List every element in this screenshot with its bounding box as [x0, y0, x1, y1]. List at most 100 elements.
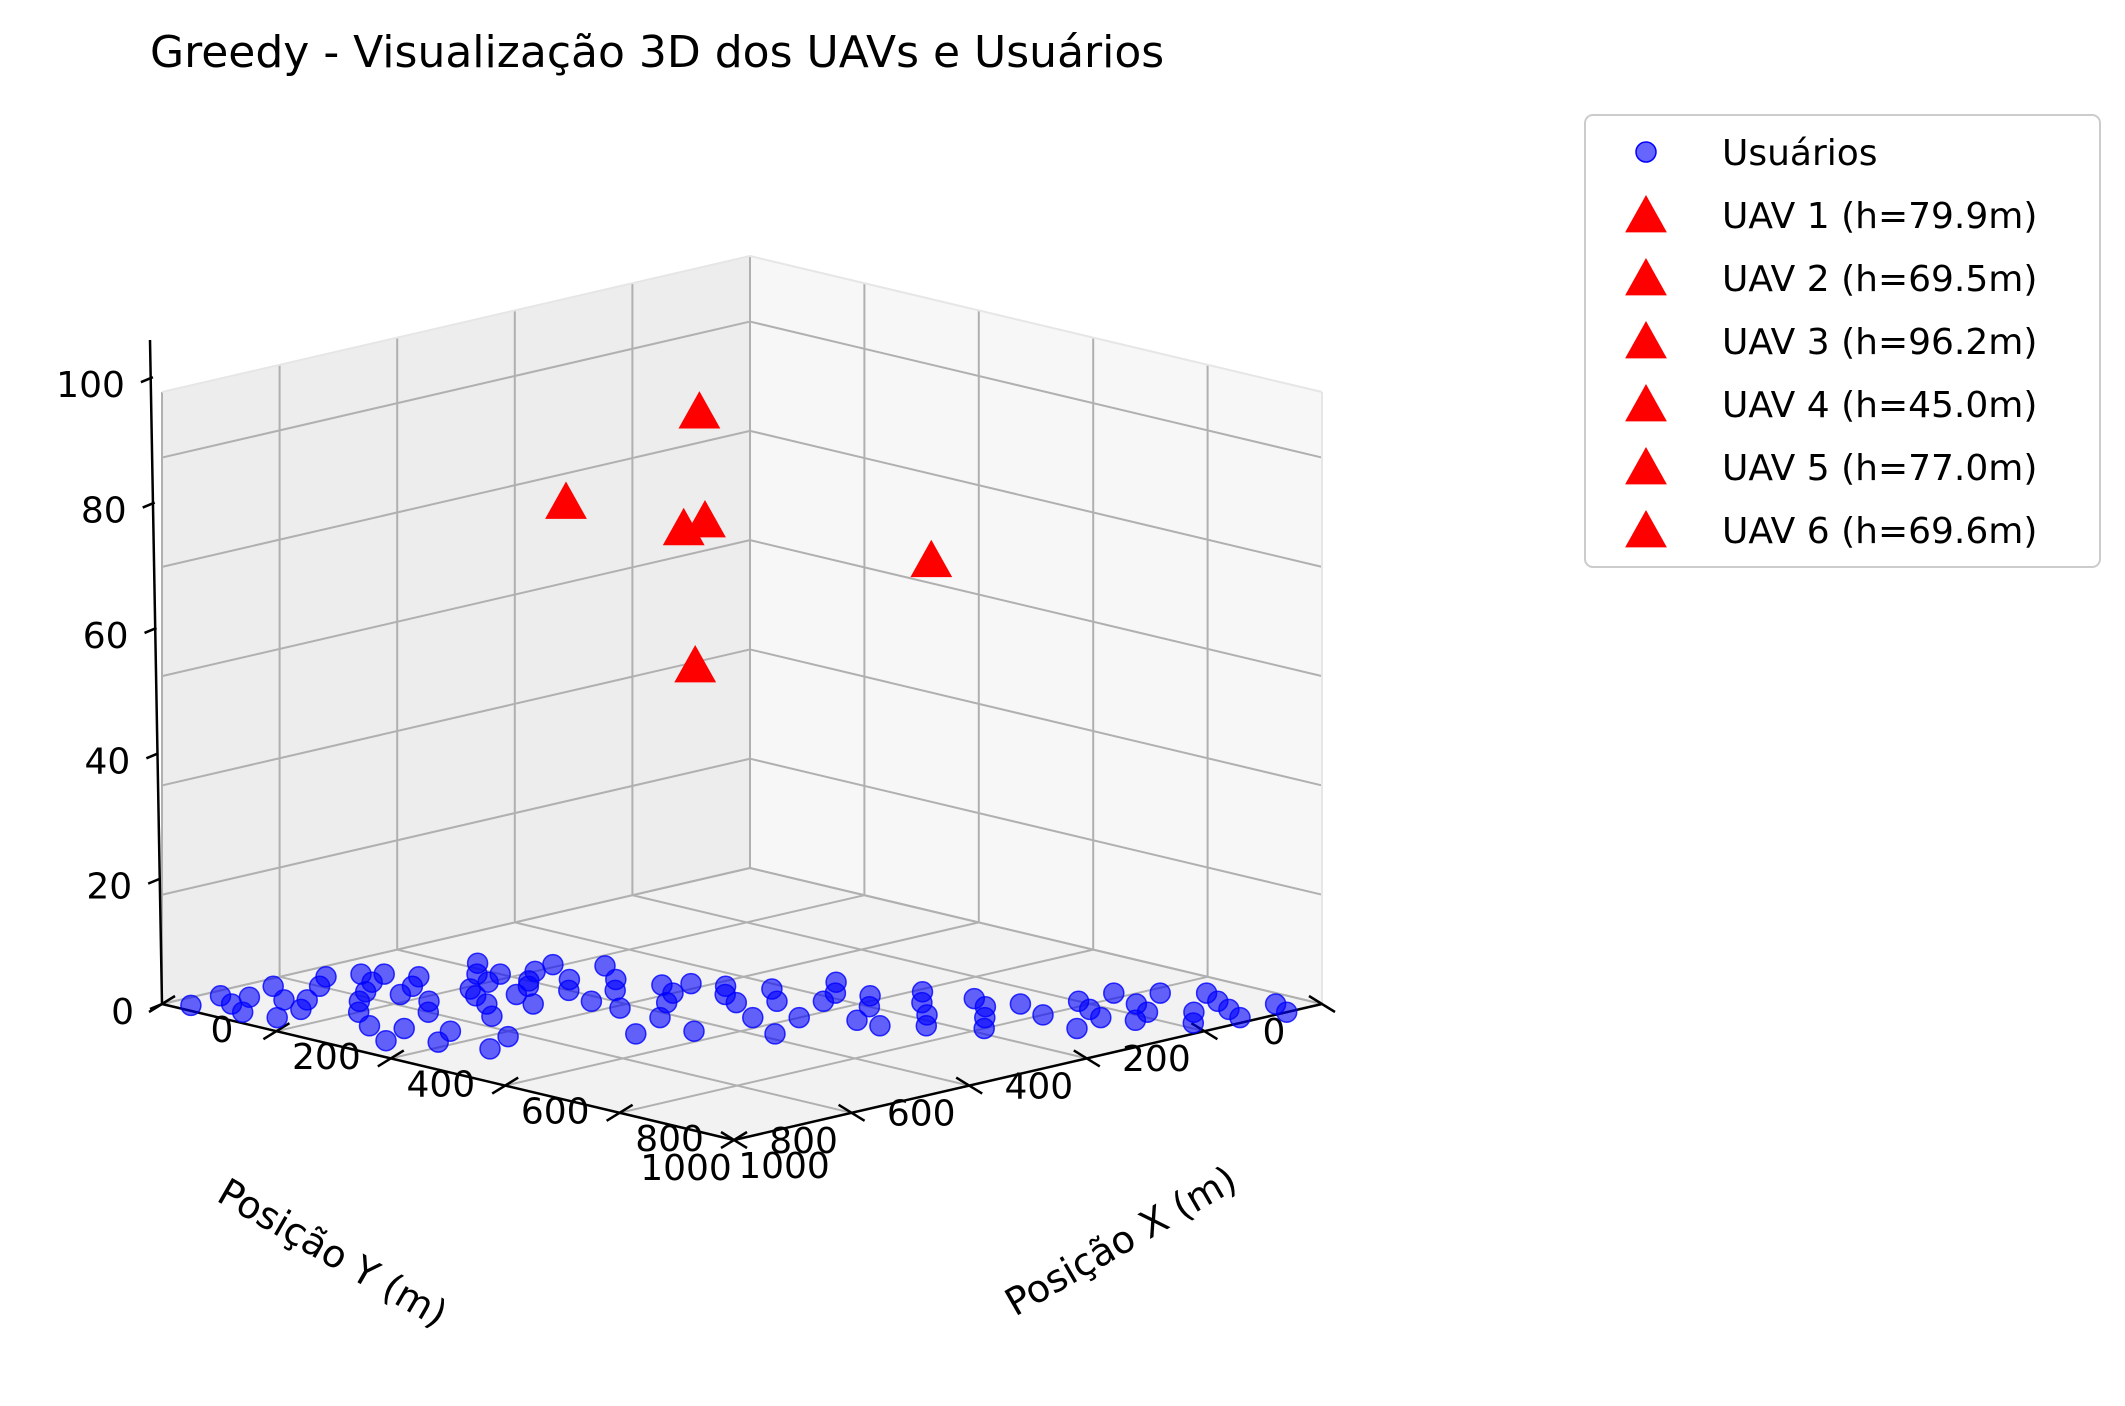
z-tick-mark [149, 1002, 163, 1011]
user-point [290, 998, 312, 1021]
grid-line-y-floor [632, 894, 1205, 1033]
user-point [1195, 982, 1218, 1004]
user-point [497, 1025, 519, 1048]
y-tick-mark [837, 1103, 866, 1122]
grid-line-z-xwall [749, 867, 1323, 1005]
chart-title: Greedy - Visualização 3D dos UAVs e Usuá… [150, 27, 1164, 78]
x-tick-label: 600 [521, 1092, 590, 1133]
back-pane-x [750, 256, 1322, 1004]
z-tick-label: 100 [56, 365, 125, 406]
user-point [389, 983, 412, 1006]
user-point [683, 1020, 705, 1042]
user-point [649, 1006, 671, 1029]
user-point [375, 1029, 397, 1052]
grid-line-z-ywall [161, 757, 751, 896]
legend-entry-label: UAV 5 (h=77.0m) [1722, 448, 2037, 489]
user-point [479, 1038, 501, 1060]
y-tick-mark [955, 1076, 983, 1095]
z-tick-label: 20 [86, 867, 132, 908]
y-tick-mark [720, 1130, 748, 1150]
y-tick-label: 0 [1263, 1012, 1286, 1053]
z-tick-mark [147, 877, 161, 885]
user-point [522, 993, 544, 1015]
user-point [1275, 1001, 1298, 1023]
user-point [524, 960, 546, 983]
uav-marker [545, 481, 587, 519]
user-point [766, 990, 788, 1013]
uav-marker [662, 507, 705, 546]
legend-marker-uav [1625, 195, 1667, 233]
legend-entry-label: UAV 2 (h=69.5m) [1722, 259, 2037, 300]
user-point [1090, 1006, 1112, 1029]
x-tick-label: 1000 [738, 1146, 830, 1187]
user-point [1066, 1017, 1088, 1040]
y-tick-mark [1073, 1049, 1101, 1068]
user-point [846, 1009, 868, 1032]
user-point [358, 1015, 381, 1037]
user-point [417, 1001, 440, 1023]
back-pane-y [162, 256, 750, 1004]
z-tick-mark [145, 752, 159, 760]
z-tick-mark [144, 626, 158, 635]
legend-marker-uav [1625, 447, 1667, 485]
x-tick-label: 800 [635, 1119, 704, 1160]
grid-line-y-floor [279, 975, 852, 1114]
user-point [481, 1005, 503, 1027]
legend-entry-label: UAV 6 (h=69.6m) [1722, 511, 2037, 552]
user-point [609, 997, 631, 1019]
user-point [594, 955, 616, 977]
tick-labels: 0200400600800100002004006008001000020406… [56, 365, 1285, 1189]
pane-edge [749, 255, 1323, 393]
user-point [266, 1006, 288, 1029]
user-point [973, 1017, 995, 1040]
uav-marker [678, 391, 721, 429]
x-tick-mark [377, 1049, 405, 1068]
user-point [542, 953, 564, 976]
x-axis-line [733, 1002, 1323, 1142]
x-tick-mark [605, 1103, 634, 1122]
x-tick-label: 200 [292, 1037, 361, 1078]
uav-marker [910, 539, 953, 578]
y-tick-mark [1308, 994, 1336, 1014]
user-point [505, 983, 528, 1006]
z-tick-mark [140, 376, 154, 384]
legend-marker-uav [1625, 258, 1667, 296]
legend-entry-label: UAV 3 (h=96.2m) [1722, 322, 2037, 363]
legend-entry-label: Usuários [1722, 133, 1878, 174]
x-tick-label: 0 [211, 1010, 234, 1051]
legend-box [1584, 114, 2101, 568]
grid-line-z-ywall [161, 320, 751, 459]
user-point [915, 1015, 938, 1037]
user-point [869, 1015, 891, 1037]
user-point [1149, 982, 1171, 1004]
user-point [393, 1017, 415, 1040]
user-point [466, 952, 489, 974]
user-point [604, 979, 626, 1002]
y-tick-label: 800 [769, 1121, 838, 1162]
user-point [764, 1023, 786, 1045]
user-point [1124, 1009, 1147, 1032]
user-point [231, 1001, 254, 1023]
z-tick-label: 40 [85, 741, 131, 782]
legend-marker-uav [1625, 384, 1667, 422]
x-tick-mark [262, 1022, 291, 1041]
grid-line-z-ywall [161, 429, 751, 568]
z-tick-mark [142, 501, 156, 509]
grid-line-z-xwall [749, 320, 1323, 459]
user-point [742, 1006, 764, 1029]
y-tick-label: 1000 [640, 1148, 732, 1189]
user-point [580, 990, 603, 1013]
grid-line-z-ywall [161, 648, 751, 787]
z-axis-line [148, 339, 164, 1005]
user-point [1009, 993, 1032, 1015]
user-point [788, 1006, 810, 1029]
user-point [625, 1023, 647, 1045]
grid-line-z-xwall [749, 429, 1323, 568]
user-point [651, 974, 673, 996]
user-point [725, 991, 748, 1014]
y-tick-label: 600 [887, 1094, 956, 1135]
user-point [1032, 1004, 1054, 1026]
grid-line-x-floor [276, 894, 865, 1033]
grid-line-z-xwall [749, 757, 1323, 896]
legend: Usuários UAV 1 (h=79.9m) UAV 2 (h=69.5m) UA… [1584, 114, 2101, 568]
